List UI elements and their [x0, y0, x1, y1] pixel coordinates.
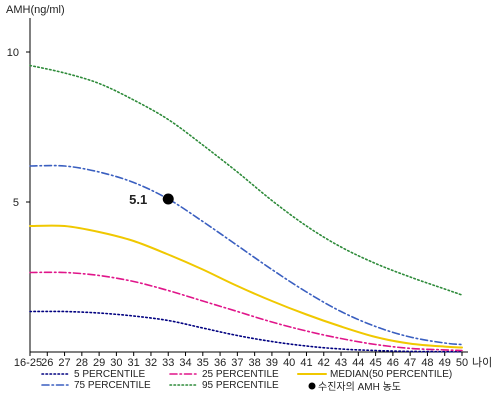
x-tick-label: 41: [300, 357, 312, 369]
legend-label: 75 PERCENTILE: [74, 380, 151, 391]
x-tick-label: 33: [162, 357, 174, 369]
series-line-95-percentile: [29, 64, 463, 296]
patient-amh-value-label: 5.1: [129, 192, 147, 207]
series-line-5-percentile: [29, 310, 463, 353]
x-tick-label: 28: [76, 357, 88, 369]
x-tick-label: 29: [93, 357, 105, 369]
x-tick-label: 36: [214, 357, 226, 369]
x-tick-label: 35: [197, 357, 209, 369]
x-tick-label: 40: [283, 357, 295, 369]
x-tick-label: 48: [421, 357, 433, 369]
x-tick-label: 50: [456, 357, 468, 369]
y-tick-label: 10: [7, 47, 19, 59]
x-tick-label: 46: [387, 357, 399, 369]
x-tick-label: 31: [128, 357, 140, 369]
series-line-median-50-percentile: [29, 224, 463, 349]
x-tick-label: 47: [404, 357, 416, 369]
x-tick-label: 16-25: [14, 357, 42, 369]
x-axis-label: 나이: [472, 356, 492, 369]
y-tick-label: 5: [13, 197, 19, 209]
x-tick-label: 32: [145, 357, 157, 369]
x-tick-label: 37: [231, 357, 243, 369]
x-tick-label: 34: [179, 357, 191, 369]
series-line-75-percentile: [29, 164, 463, 346]
legend-label: MEDIAN(50 PERCENTILE): [330, 369, 452, 380]
series-line-25-percentile: [29, 271, 463, 352]
patient-marker: 5.1: [129, 192, 174, 207]
legend-label: 25 PERCENTILE: [202, 369, 279, 380]
y-axis-label: AMH(ng/ml): [6, 4, 65, 16]
legend-label: 95 PERCENTILE: [202, 380, 279, 391]
patient-amh-point: [162, 193, 174, 205]
x-tick-label: 27: [58, 357, 70, 369]
legend-marker-swatch: [308, 382, 316, 390]
x-tick-label: 44: [352, 357, 364, 369]
x-tick-label: 26: [41, 357, 53, 369]
legend-marker-label: 수진자의 AMH 농도: [318, 381, 401, 393]
axes: 5 10 AMH(ng/ml) 16-25 26 27 28 29 30 31 32 33 34 35 36…: [6, 4, 492, 369]
x-tick-label: 30: [110, 357, 122, 369]
x-tick-label: 42: [318, 357, 330, 369]
percentile-curves: [29, 64, 463, 353]
x-tick-label: 43: [335, 357, 347, 369]
x-tick-label: 39: [266, 357, 278, 369]
x-tick-label: 45: [369, 357, 381, 369]
legend-label: 5 PERCENTILE: [74, 369, 145, 380]
x-tick-label: 38: [249, 357, 261, 369]
x-tick-label: 49: [439, 357, 451, 369]
